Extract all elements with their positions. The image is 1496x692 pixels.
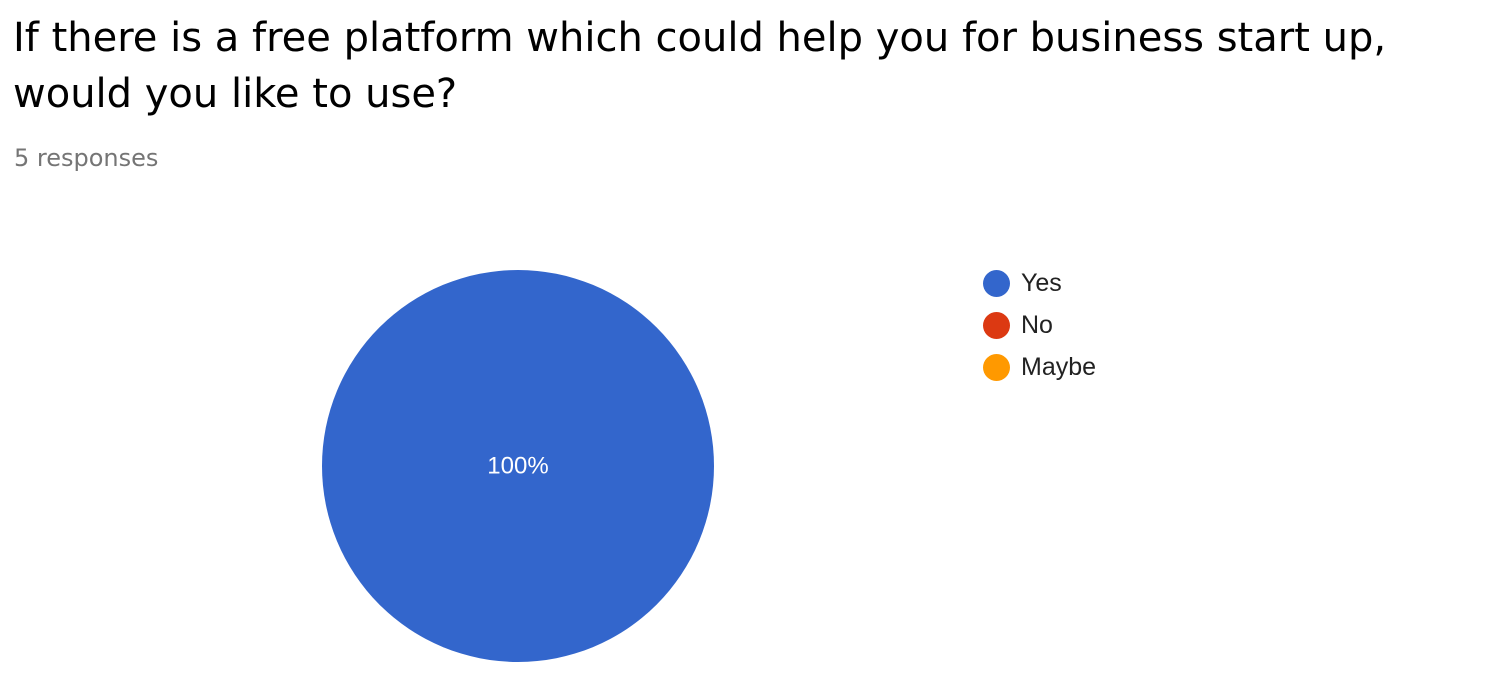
legend-item-no[interactable]: No: [983, 304, 1096, 346]
pie-labels: 100%: [487, 453, 548, 480]
pie-slice-yes[interactable]: [322, 270, 714, 662]
legend-label-no: No: [1021, 310, 1053, 339]
legend-swatch-yes: [983, 269, 1010, 297]
pie-chart-svg: 100%: [322, 270, 714, 662]
legend-swatch-maybe: [983, 353, 1010, 381]
legend-swatch-no: [983, 311, 1010, 339]
question-title: If there is a free platform which could …: [13, 15, 1387, 117]
legend-item-yes[interactable]: Yes: [983, 262, 1096, 304]
legend-label-maybe: Maybe: [1021, 352, 1097, 381]
pie-chart: 100% Yes No Maybe: [0, 200, 1496, 692]
legend-item-maybe[interactable]: Maybe: [983, 346, 1096, 388]
legend-label-yes: Yes: [1021, 268, 1062, 297]
pie-slices: [322, 270, 714, 662]
chart-legend: Yes No Maybe: [983, 262, 1096, 388]
response-count: 5 responses: [14, 144, 159, 172]
pie-slice-label-yes: 100%: [487, 453, 548, 480]
